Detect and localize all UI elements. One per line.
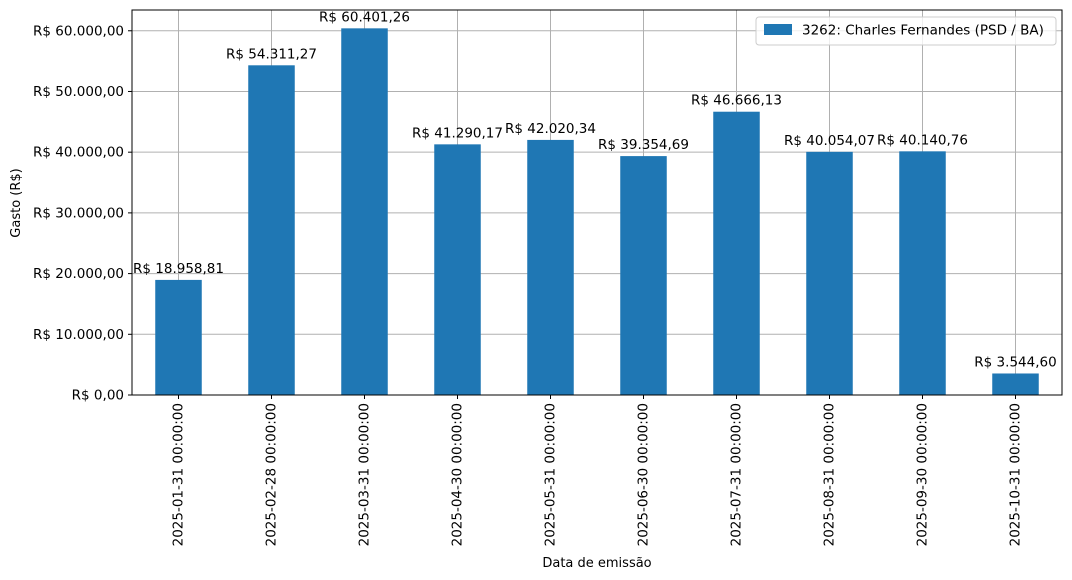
data-label: R$ 18.958,81 — [133, 261, 224, 277]
y-tick-label: R$ 60.000,00 — [33, 23, 124, 39]
y-tick-label: R$ 50.000,00 — [33, 84, 124, 100]
bar — [992, 373, 1039, 395]
axes-frame — [131, 9, 1063, 396]
data-label: R$ 41.290,17 — [412, 125, 503, 141]
x-tick-label: 2025-10-31 00:00:00 — [1008, 403, 1024, 546]
bar — [620, 156, 667, 395]
plot-frame — [131, 9, 1063, 396]
legend-swatch — [764, 24, 792, 35]
y-axis-title: Gasto (R$) — [9, 168, 24, 237]
x-tick-label: 2025-06-30 00:00:00 — [636, 403, 652, 546]
bar — [341, 28, 388, 396]
x-tick-label: 2025-01-31 00:00:00 — [171, 403, 187, 546]
y-tick-label: R$ 40.000,00 — [33, 145, 124, 161]
data-label: R$ 40.054,07 — [784, 133, 875, 149]
x-tick-label: 2025-07-31 00:00:00 — [729, 403, 745, 546]
bar — [248, 65, 295, 396]
y-tick-label: R$ 10.000,00 — [33, 327, 124, 343]
data-label: R$ 46.666,13 — [691, 93, 782, 109]
data-label: R$ 54.311,27 — [226, 46, 317, 62]
legend-label: 3262: Charles Fernandes (PSD / BA) — [802, 23, 1044, 39]
data-label: R$ 42.020,34 — [505, 121, 596, 137]
data-label: R$ 60.401,26 — [319, 9, 410, 25]
x-tick-label: 2025-02-28 00:00:00 — [264, 403, 280, 546]
bar — [713, 111, 760, 395]
bar — [434, 144, 481, 395]
legend: 3262: Charles Fernandes (PSD / BA) — [755, 16, 1057, 46]
x-tick-label: 2025-05-31 00:00:00 — [543, 403, 559, 546]
data-label: R$ 3.544,60 — [974, 354, 1056, 370]
x-tick-label: 2025-03-31 00:00:00 — [357, 403, 373, 546]
x-axis-title: Data de emissão — [542, 556, 651, 571]
bar — [899, 151, 946, 395]
data-label: R$ 39.354,69 — [598, 137, 689, 153]
bar — [806, 151, 853, 395]
legend-box — [755, 16, 1057, 46]
bar — [527, 139, 574, 395]
data-labels: R$ 18.958,81 R$ 54.311,27 R$ 60.401,26 R$ 4… — [133, 9, 1057, 370]
x-tick-label: 2025-04-30 00:00:00 — [450, 403, 466, 546]
y-tick-label: R$ 0,00 — [72, 388, 124, 404]
ticks: R$ 0,00 R$ 10.000,00 R$ 20.000,00 R$ 30.000… — [33, 23, 1023, 546]
x-tick-label: 2025-09-30 00:00:00 — [915, 403, 931, 546]
bars — [155, 28, 1039, 396]
data-label: R$ 40.140,76 — [877, 132, 968, 148]
x-tick-label: 2025-08-31 00:00:00 — [822, 403, 838, 546]
y-tick-label: R$ 20.000,00 — [33, 266, 124, 282]
y-tick-label: R$ 30.000,00 — [33, 205, 124, 221]
bar — [155, 279, 202, 395]
